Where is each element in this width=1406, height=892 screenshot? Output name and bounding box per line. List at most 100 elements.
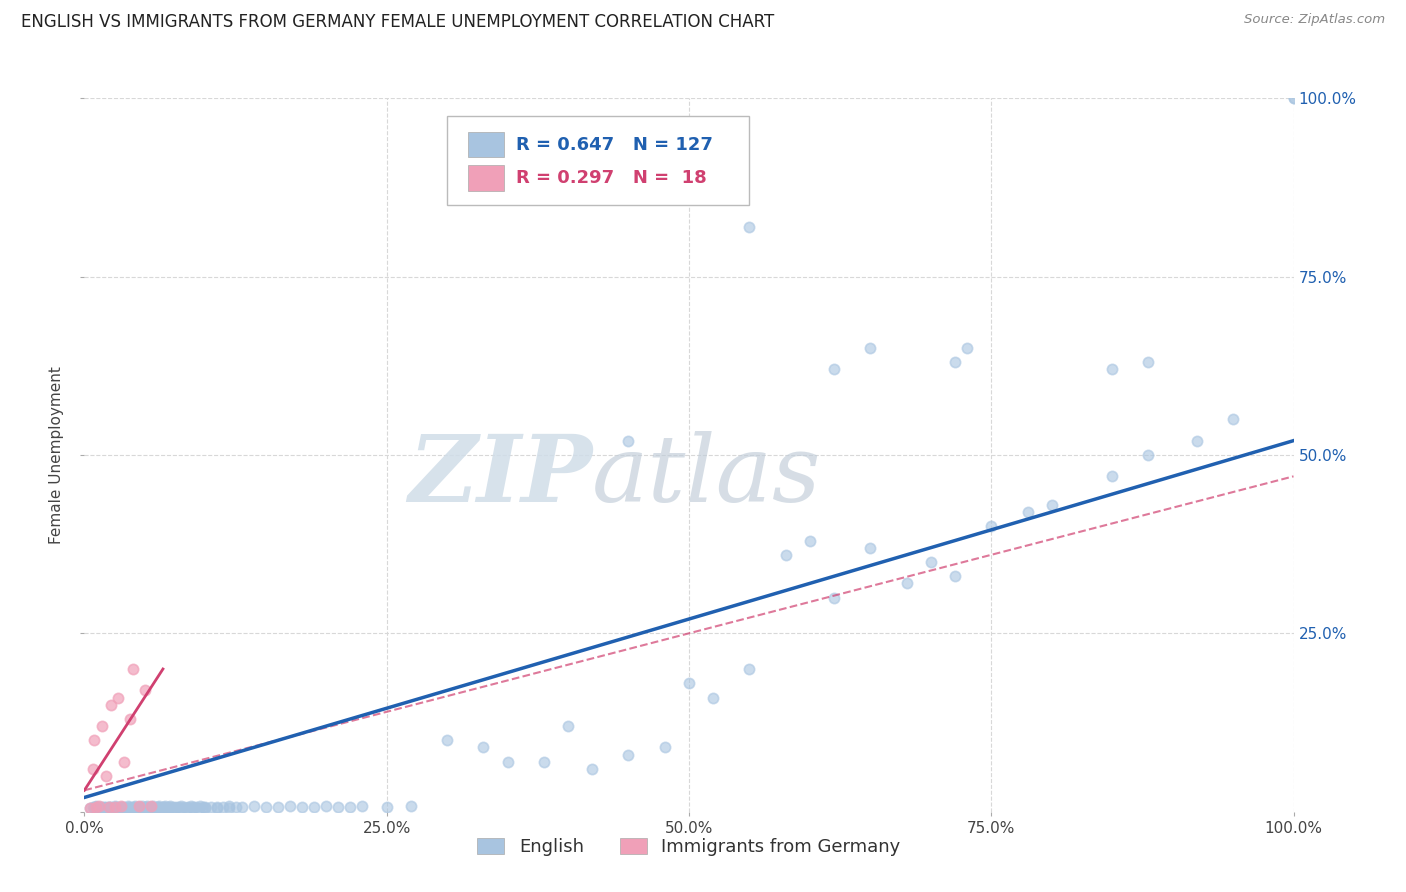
Point	[176, 801, 198, 815]
Point	[83, 733, 105, 747]
Point	[128, 799, 150, 814]
Point	[1282, 91, 1305, 105]
Point	[207, 799, 229, 814]
Point	[943, 569, 966, 583]
Point	[436, 733, 458, 747]
Point	[110, 801, 132, 815]
Point	[94, 799, 117, 814]
Point	[775, 548, 797, 562]
Point	[146, 799, 169, 814]
Legend: English, Immigrants from Germany: English, Immigrants from Germany	[470, 830, 908, 863]
Point	[678, 676, 700, 690]
Point	[97, 799, 120, 814]
Point	[94, 801, 117, 815]
Point	[194, 801, 217, 815]
Point	[79, 801, 101, 815]
Point	[231, 799, 253, 814]
Point	[920, 555, 942, 569]
Point	[118, 800, 141, 814]
Point	[242, 799, 264, 814]
Point	[165, 801, 187, 815]
Point	[859, 541, 882, 555]
Point	[143, 801, 166, 815]
Point	[617, 434, 640, 448]
Point	[157, 801, 180, 815]
Point	[254, 800, 277, 814]
Text: Source: ZipAtlas.com: Source: ZipAtlas.com	[1244, 13, 1385, 27]
Point	[149, 801, 172, 815]
Point	[1137, 448, 1160, 462]
Point	[1101, 362, 1123, 376]
Point	[97, 799, 120, 814]
Point	[112, 799, 135, 814]
Point	[702, 690, 724, 705]
Point	[104, 799, 127, 814]
Point	[533, 755, 555, 769]
Point	[120, 712, 142, 726]
Point	[86, 799, 108, 814]
Point	[339, 799, 361, 814]
Point	[1101, 469, 1123, 483]
Point	[617, 747, 640, 762]
Point	[155, 801, 177, 815]
Point	[980, 519, 1002, 533]
Point	[472, 740, 495, 755]
Point	[823, 591, 845, 605]
Point	[124, 799, 146, 814]
Point	[79, 801, 101, 815]
Text: ZIP: ZIP	[408, 432, 592, 521]
Point	[141, 800, 163, 814]
Point	[155, 799, 177, 814]
Point	[101, 801, 124, 815]
Point	[104, 800, 127, 814]
Point	[180, 799, 202, 814]
Point	[170, 801, 193, 815]
Point	[212, 800, 235, 814]
Point	[157, 799, 180, 814]
Point	[94, 769, 117, 783]
Point	[134, 799, 156, 814]
Point	[93, 800, 115, 814]
Point	[302, 800, 325, 814]
Y-axis label: Female Unemployment: Female Unemployment	[49, 366, 65, 544]
Point	[1137, 355, 1160, 369]
Point	[184, 800, 207, 814]
Point	[278, 799, 301, 814]
Point	[188, 801, 211, 815]
Point	[120, 801, 142, 815]
Point	[1017, 505, 1039, 519]
Point	[173, 799, 195, 814]
Point	[1040, 498, 1063, 512]
Point	[159, 799, 181, 814]
Point	[100, 800, 122, 814]
Point	[112, 755, 135, 769]
Point	[139, 799, 162, 814]
Point	[200, 800, 222, 814]
Point	[107, 799, 129, 814]
Point	[557, 719, 579, 733]
Point	[134, 801, 156, 815]
Point	[111, 800, 134, 814]
Point	[100, 698, 122, 712]
Point	[134, 683, 156, 698]
Text: R = 0.297   N =  18: R = 0.297 N = 18	[516, 169, 707, 187]
Point	[84, 799, 107, 814]
Point	[112, 801, 135, 815]
Point	[128, 799, 150, 814]
Point	[98, 801, 121, 815]
Point	[162, 800, 184, 814]
Point	[153, 800, 176, 814]
Point	[1222, 412, 1244, 426]
Point	[146, 800, 169, 814]
Point	[87, 801, 110, 815]
Point	[122, 800, 145, 814]
Point	[267, 799, 290, 814]
Point	[1282, 91, 1305, 105]
Point	[225, 800, 247, 814]
Point	[131, 799, 153, 814]
Point	[190, 799, 212, 814]
Point	[496, 755, 519, 769]
Point	[82, 800, 104, 814]
Point	[89, 800, 111, 814]
Point	[91, 799, 114, 814]
